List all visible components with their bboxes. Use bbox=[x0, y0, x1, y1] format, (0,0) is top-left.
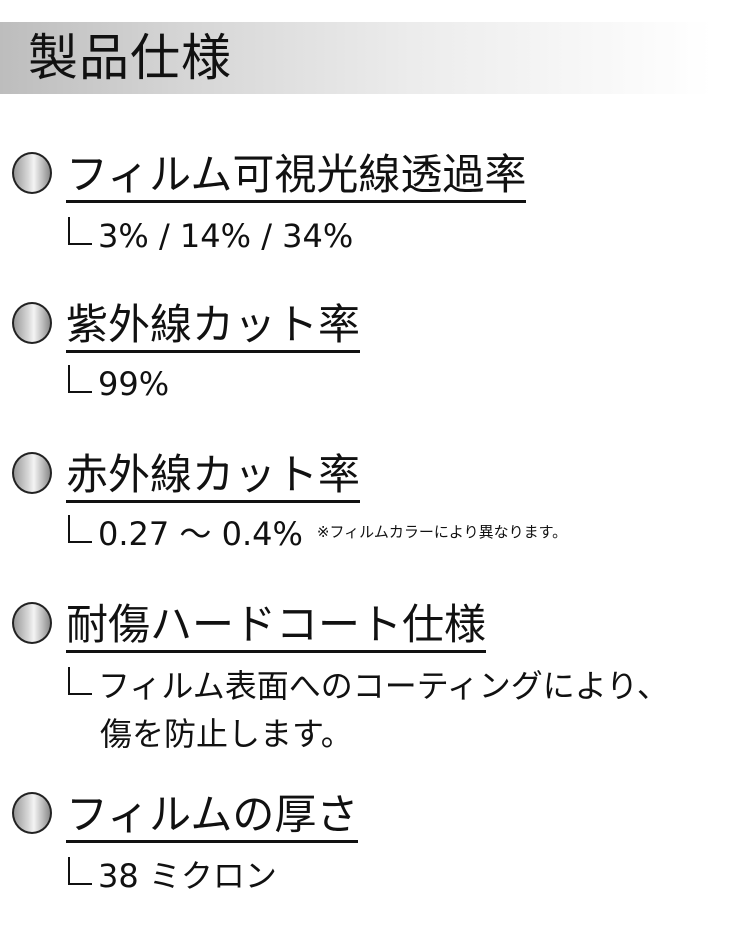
bullet-circle-icon bbox=[12, 302, 52, 344]
corner-bracket-icon bbox=[68, 857, 92, 885]
spec-value-line: 99% bbox=[68, 364, 169, 404]
spec-value: 99% bbox=[98, 365, 170, 403]
spec-heading: 耐傷ハードコート仕様 bbox=[66, 600, 487, 653]
spec-value-continued: 傷を防止します。 bbox=[100, 715, 353, 753]
bullet-circle-icon bbox=[12, 792, 52, 834]
corner-bracket-icon bbox=[68, 667, 92, 695]
spec-value-line: フィルム表面へのコーティングにより、 bbox=[68, 666, 669, 706]
header-band: 製品仕様 bbox=[0, 22, 750, 94]
spec-value: 0.27 ～ 0.4% bbox=[98, 515, 303, 553]
spec-value-line: 3% / 14% / 34% bbox=[68, 216, 353, 256]
spec-value-line: 38 ミクロン bbox=[68, 856, 277, 896]
bullet-circle-icon bbox=[12, 152, 52, 194]
corner-bracket-icon bbox=[68, 217, 92, 245]
spec-heading: 赤外線カット率 bbox=[66, 450, 361, 503]
spec-value: 3% / 14% / 34% bbox=[98, 217, 354, 255]
spec-value: 38 ミクロン bbox=[98, 857, 277, 895]
spec-value: フィルム表面へのコーティングにより、 bbox=[98, 667, 669, 705]
spec-note: ※フィルムカラーにより異なります。 bbox=[316, 523, 568, 541]
bullet-circle-icon bbox=[12, 602, 52, 644]
spec-heading: 紫外線カット率 bbox=[66, 300, 361, 353]
spec-heading: フィルム可視光線透過率 bbox=[66, 150, 527, 203]
corner-bracket-icon bbox=[68, 365, 92, 393]
spec-heading: フィルムの厚さ bbox=[66, 790, 359, 843]
page-title: 製品仕様 bbox=[28, 29, 232, 87]
bullet-circle-icon bbox=[12, 452, 52, 494]
spec-value-line: 0.27 ～ 0.4% ※フィルムカラーにより異なります。 bbox=[68, 514, 567, 556]
corner-bracket-icon bbox=[68, 515, 92, 543]
